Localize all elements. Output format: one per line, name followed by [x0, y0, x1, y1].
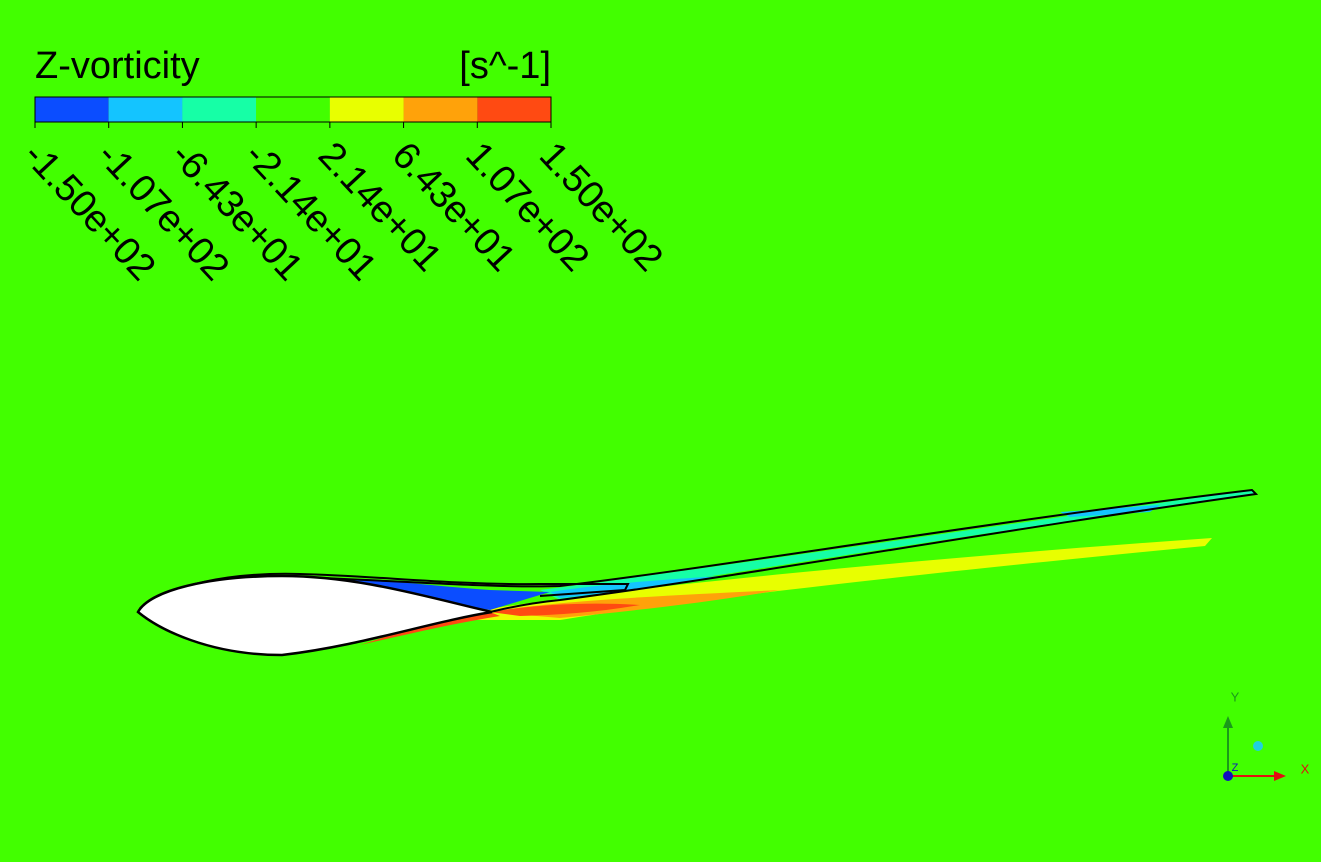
colorbar-band: [477, 97, 551, 122]
wake-red: [490, 603, 640, 616]
y-label: Y: [1231, 689, 1240, 704]
colorbar-band: [182, 97, 257, 122]
colorbar-frame: [34, 96, 552, 123]
colorbar-band: [403, 97, 478, 122]
colorbar-band: [329, 97, 404, 122]
triad-marker: [1253, 741, 1263, 751]
wake-cyan-tip: [1060, 505, 1160, 517]
z-axis-dot: [1223, 771, 1233, 781]
colorbar-band: [256, 97, 330, 122]
x-label: X: [1301, 761, 1310, 776]
lower-shear-red: [360, 612, 500, 645]
legend-unit: [s^-1]: [459, 45, 551, 87]
axis-triad: Y X Z: [1223, 689, 1310, 781]
colorbar-band: [108, 97, 183, 122]
y-arrow-head: [1223, 716, 1233, 728]
wake-outline: [299, 488, 1259, 613]
z-label: Z: [1232, 762, 1239, 774]
x-arrow-head: [1274, 771, 1286, 781]
wake-aqua: [540, 490, 1256, 600]
airfoil: [136, 574, 493, 657]
colorbar-band: [35, 97, 109, 122]
legend-title: Z-vorticity: [35, 45, 200, 87]
